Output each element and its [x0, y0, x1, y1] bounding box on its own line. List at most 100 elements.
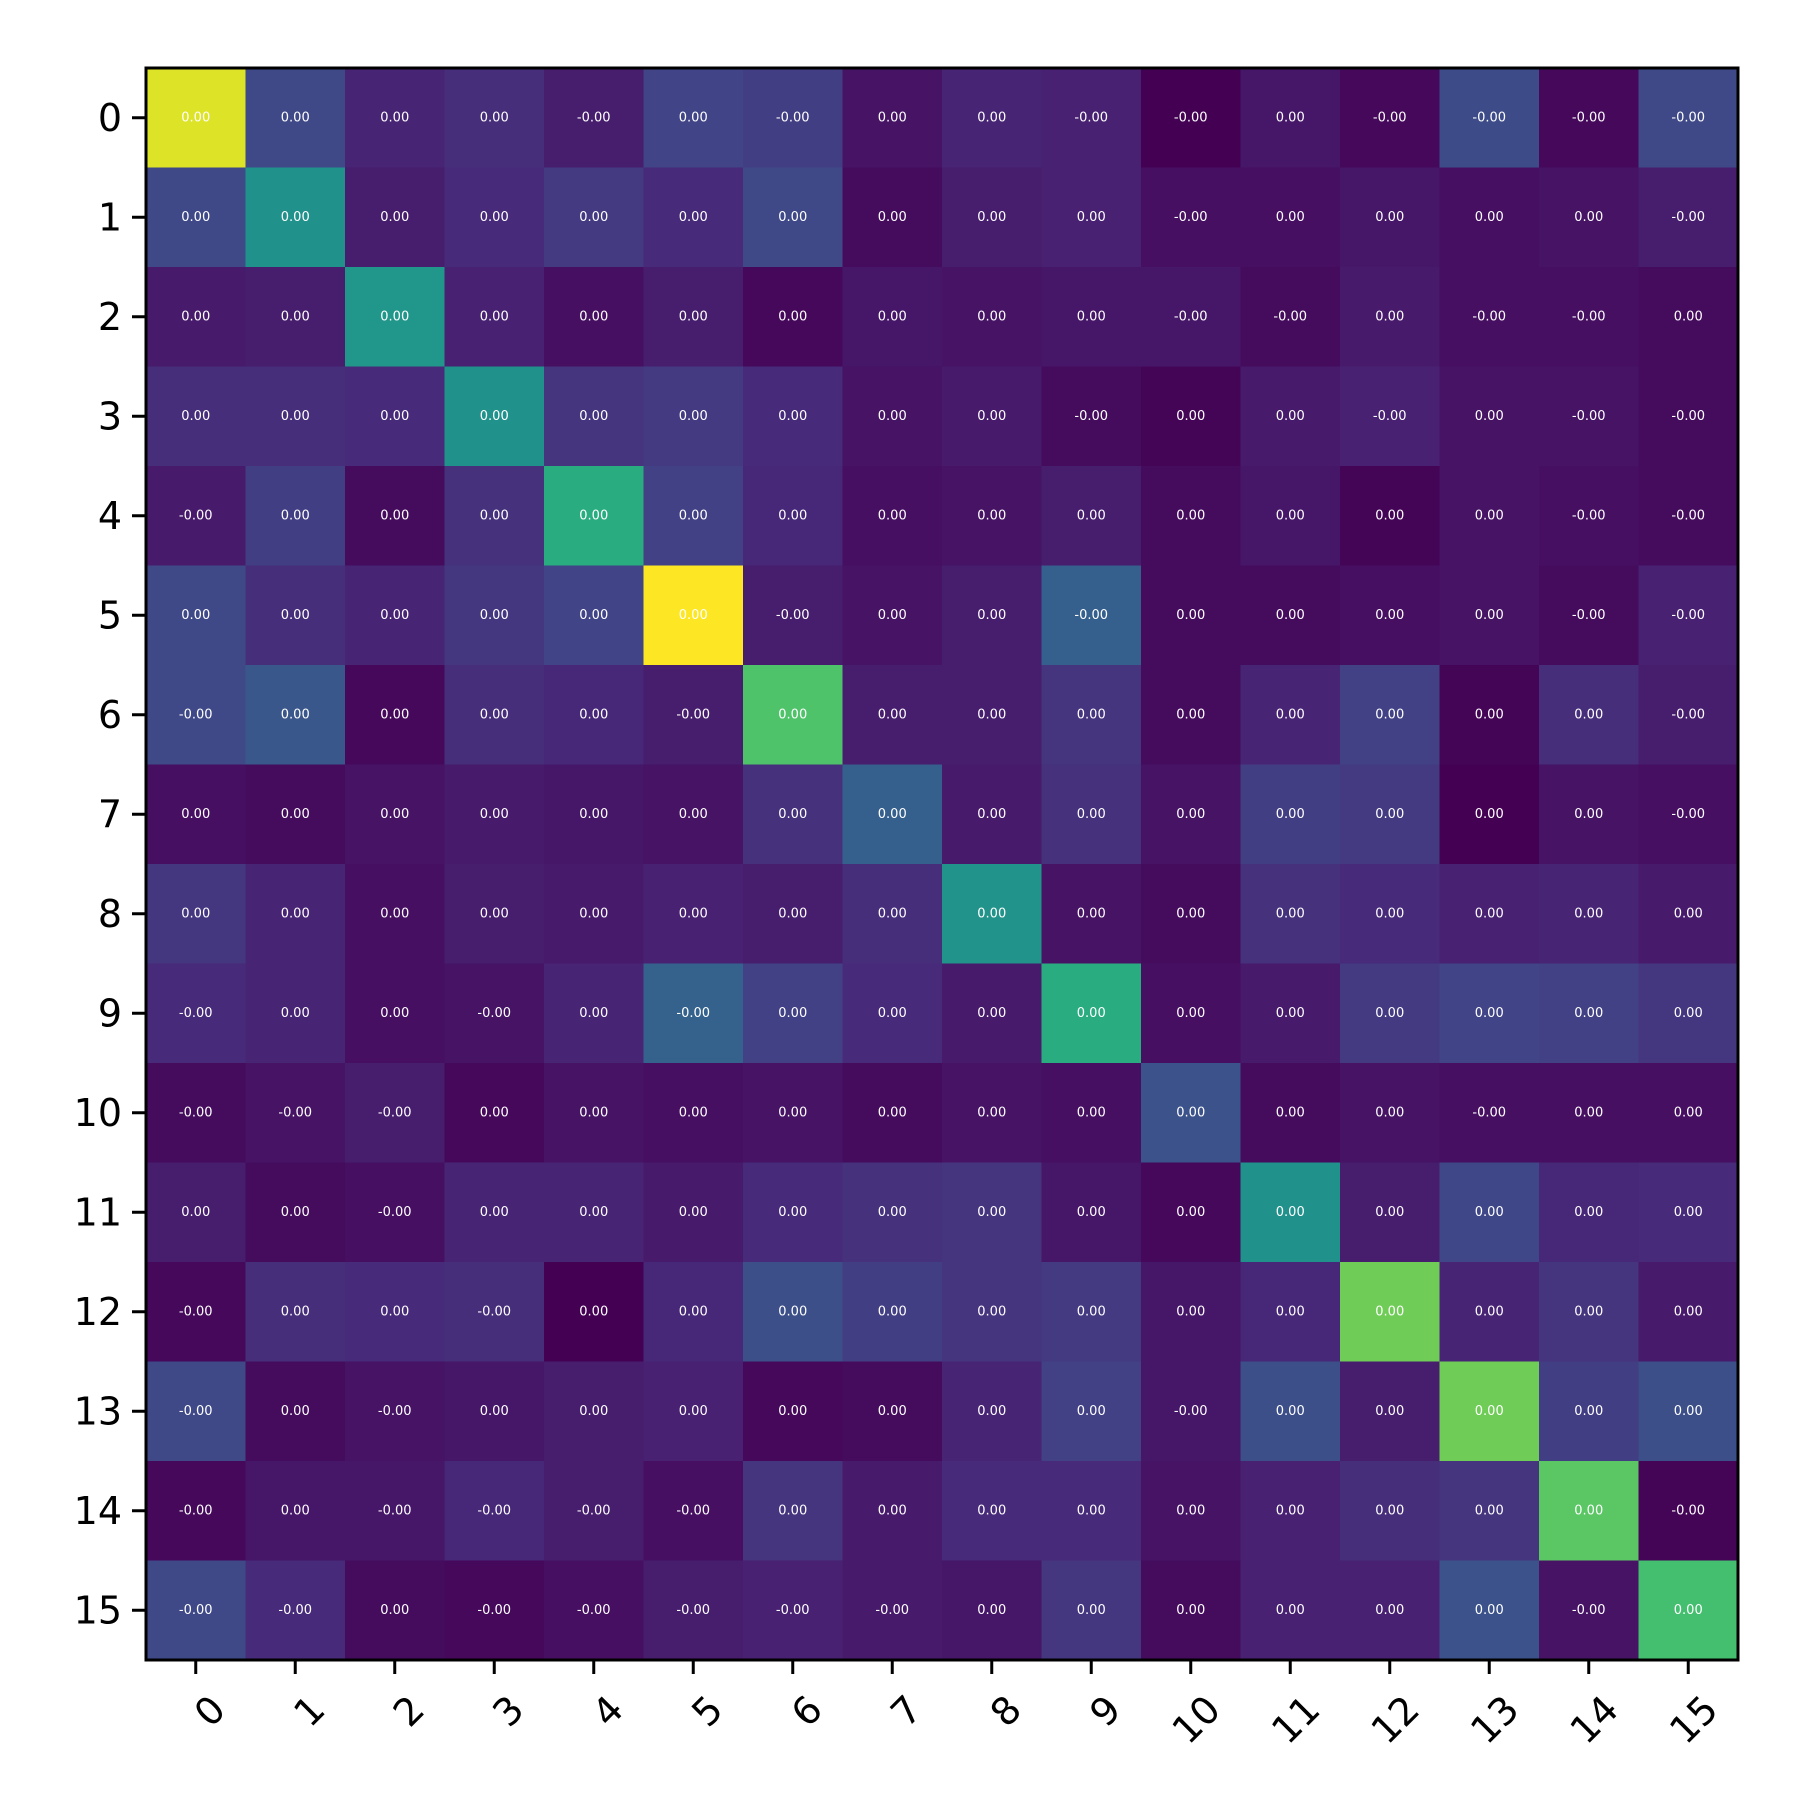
heatmap-cell-8-4 [544, 864, 645, 965]
heatmap-cell-3-1 [245, 366, 346, 467]
cell-value-label-7-2: 0.00 [380, 807, 409, 822]
cell-value-label-10-10: 0.00 [1176, 1105, 1205, 1120]
cell-value-label-1-14: 0.00 [1574, 210, 1603, 225]
heatmap-cell-14-0 [146, 1461, 247, 1562]
heatmap-cell-3-8 [942, 366, 1043, 467]
heatmap-cell-0-4 [544, 68, 645, 169]
heatmap-cell-7-9 [1041, 764, 1142, 865]
cell-value-label-2-5: 0.00 [679, 309, 708, 324]
cell-value-label-9-11: 0.00 [1276, 1006, 1305, 1021]
heatmap-cell-10-14 [1539, 1063, 1640, 1164]
heatmap-cell-13-10 [1141, 1361, 1242, 1462]
cell-value-label-11-3: 0.00 [480, 1205, 509, 1220]
cell-value-label-2-11: -0.00 [1273, 309, 1307, 324]
cell-value-label-4-10: 0.00 [1176, 508, 1205, 523]
cell-value-label-11-9: 0.00 [1077, 1205, 1106, 1220]
cell-value-label-13-8: 0.00 [977, 1404, 1006, 1419]
cell-value-label-14-2: -0.00 [378, 1503, 412, 1518]
heatmap-cell-14-10 [1141, 1461, 1242, 1562]
heatmap-cell-7-0 [146, 764, 247, 865]
x-tick-label-2: 2 [385, 1687, 433, 1735]
cell-value-label-1-11: 0.00 [1276, 210, 1305, 225]
cell-value-label-5-13: 0.00 [1475, 608, 1504, 623]
cell-value-label-15-9: 0.00 [1077, 1603, 1106, 1618]
cell-value-label-10-6: 0.00 [778, 1105, 807, 1120]
cell-value-label-15-2: 0.00 [380, 1603, 409, 1618]
cell-value-label-8-2: 0.00 [380, 906, 409, 921]
heatmap-cell-12-9 [1041, 1262, 1142, 1363]
cell-value-label-12-9: 0.00 [1077, 1304, 1106, 1319]
y-tick-label-5: 5 [98, 593, 122, 637]
heatmap-cell-8-15 [1638, 864, 1739, 965]
cell-value-label-6-1: 0.00 [281, 707, 310, 722]
heatmap-cell-9-13 [1439, 963, 1540, 1064]
heatmap-cell-6-3 [444, 665, 545, 766]
cell-value-label-15-3: -0.00 [477, 1603, 511, 1618]
x-tick-label-13: 13 [1462, 1687, 1527, 1752]
cell-value-label-13-1: 0.00 [281, 1404, 310, 1419]
cell-value-label-15-11: 0.00 [1276, 1603, 1305, 1618]
heatmap-cell-9-9 [1041, 963, 1142, 1064]
cell-value-label-9-2: 0.00 [380, 1006, 409, 1021]
cell-value-label-6-7: 0.00 [878, 707, 907, 722]
heatmap-cell-11-7 [842, 1162, 943, 1263]
cell-value-label-5-1: 0.00 [281, 608, 310, 623]
cell-value-label-1-0: 0.00 [181, 210, 210, 225]
cell-value-label-0-5: 0.00 [679, 110, 708, 125]
cell-value-label-8-14: 0.00 [1574, 906, 1603, 921]
cell-value-label-0-11: 0.00 [1276, 110, 1305, 125]
cell-value-label-2-7: 0.00 [878, 309, 907, 324]
heatmap-cell-6-10 [1141, 665, 1242, 766]
cell-value-label-14-10: 0.00 [1176, 1503, 1205, 1518]
x-tick-label-9: 9 [1081, 1687, 1129, 1735]
cell-value-label-1-9: 0.00 [1077, 210, 1106, 225]
cell-value-label-9-5: -0.00 [676, 1006, 710, 1021]
cell-value-label-6-3: 0.00 [480, 707, 509, 722]
cell-value-label-0-2: 0.00 [380, 110, 409, 125]
heatmap-cell-1-7 [842, 167, 943, 268]
cell-value-label-2-2: 0.00 [380, 309, 409, 324]
heatmap-cell-10-13 [1439, 1063, 1540, 1164]
heatmap-cell-5-15 [1638, 565, 1739, 666]
heatmap-cell-1-12 [1340, 167, 1441, 268]
cell-value-label-7-9: 0.00 [1077, 807, 1106, 822]
cell-value-label-13-6: 0.00 [778, 1404, 807, 1419]
cell-value-label-15-4: -0.00 [577, 1603, 611, 1618]
heatmap-cell-9-0 [146, 963, 247, 1064]
cell-value-label-14-3: -0.00 [477, 1503, 511, 1518]
cell-value-label-15-0: -0.00 [179, 1603, 213, 1618]
heatmap-cell-5-1 [245, 565, 346, 666]
cell-value-label-7-3: 0.00 [480, 807, 509, 822]
x-tick-label-14: 14 [1562, 1687, 1627, 1752]
cell-value-label-14-12: 0.00 [1375, 1503, 1404, 1518]
cell-value-label-15-7: -0.00 [875, 1603, 909, 1618]
y-tick-label-7: 7 [98, 792, 122, 836]
heatmap-cell-3-11 [1240, 366, 1341, 467]
cell-value-label-3-4: 0.00 [579, 409, 608, 424]
cell-value-label-8-15: 0.00 [1674, 906, 1703, 921]
heatmap-cell-4-7 [842, 466, 943, 567]
x-axis: 0 1 2 3 4 5 6 7 8 9 10 11 12 13 14 15 [186, 1660, 1726, 1752]
cell-value-label-4-12: 0.00 [1375, 508, 1404, 523]
cell-value-label-1-15: -0.00 [1671, 210, 1705, 225]
cell-value-label-13-11: 0.00 [1276, 1404, 1305, 1419]
cell-value-label-3-10: 0.00 [1176, 409, 1205, 424]
heatmap-cell-0-0 [146, 68, 247, 169]
heatmap-cell-9-15 [1638, 963, 1739, 1064]
heatmap-cell-2-14 [1539, 267, 1640, 368]
cell-value-label-3-8: 0.00 [977, 409, 1006, 424]
plot-frame [144, 66, 1740, 1662]
cell-value-label-0-3: 0.00 [480, 110, 509, 125]
cell-value-label-4-8: 0.00 [977, 508, 1006, 523]
cell-value-label-9-3: -0.00 [477, 1006, 511, 1021]
heatmap-cell-14-3 [444, 1461, 545, 1562]
cell-value-label-6-2: 0.00 [380, 707, 409, 722]
cell-value-label-4-14: -0.00 [1572, 508, 1606, 523]
heatmap-cell-3-4 [544, 366, 645, 467]
cell-value-label-12-2: 0.00 [380, 1304, 409, 1319]
heatmap-cell-8-10 [1141, 864, 1242, 965]
cell-value-label-4-11: 0.00 [1276, 508, 1305, 523]
heatmap-cell-9-8 [942, 963, 1043, 1064]
heatmap-cell-12-13 [1439, 1262, 1540, 1363]
heatmap-cell-13-0 [146, 1361, 247, 1462]
